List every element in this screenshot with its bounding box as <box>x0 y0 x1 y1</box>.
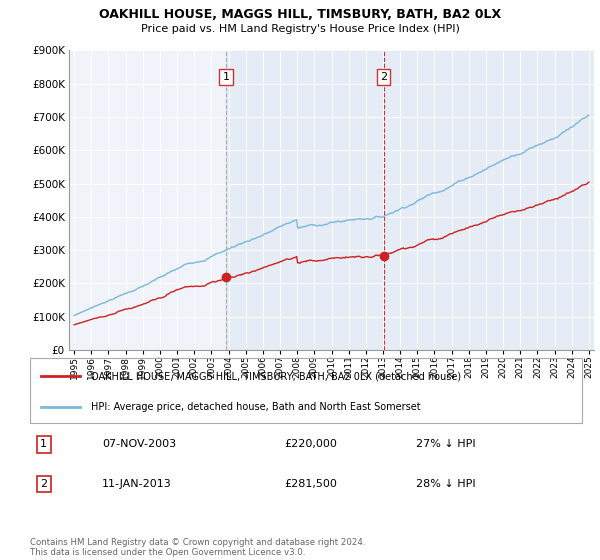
Text: 28% ↓ HPI: 28% ↓ HPI <box>416 479 476 489</box>
Bar <box>226 50 383 350</box>
Text: Contains HM Land Registry data © Crown copyright and database right 2024.
This d: Contains HM Land Registry data © Crown c… <box>30 538 365 557</box>
Text: 1: 1 <box>223 72 229 82</box>
Bar <box>383 50 600 350</box>
Text: 07-NOV-2003: 07-NOV-2003 <box>102 439 176 449</box>
Text: £220,000: £220,000 <box>284 439 337 449</box>
Text: 27% ↓ HPI: 27% ↓ HPI <box>416 439 476 449</box>
Text: HPI: Average price, detached house, Bath and North East Somerset: HPI: Average price, detached house, Bath… <box>91 402 421 412</box>
Text: OAKHILL HOUSE, MAGGS HILL, TIMSBURY, BATH, BA2 0LX (detached house): OAKHILL HOUSE, MAGGS HILL, TIMSBURY, BAT… <box>91 371 461 381</box>
Text: 1: 1 <box>40 439 47 449</box>
Text: 11-JAN-2013: 11-JAN-2013 <box>102 479 172 489</box>
Text: £281,500: £281,500 <box>284 479 337 489</box>
Text: OAKHILL HOUSE, MAGGS HILL, TIMSBURY, BATH, BA2 0LX: OAKHILL HOUSE, MAGGS HILL, TIMSBURY, BAT… <box>99 8 501 21</box>
Text: 2: 2 <box>380 72 387 82</box>
Text: 2: 2 <box>40 479 47 489</box>
Text: Price paid vs. HM Land Registry's House Price Index (HPI): Price paid vs. HM Land Registry's House … <box>140 24 460 34</box>
